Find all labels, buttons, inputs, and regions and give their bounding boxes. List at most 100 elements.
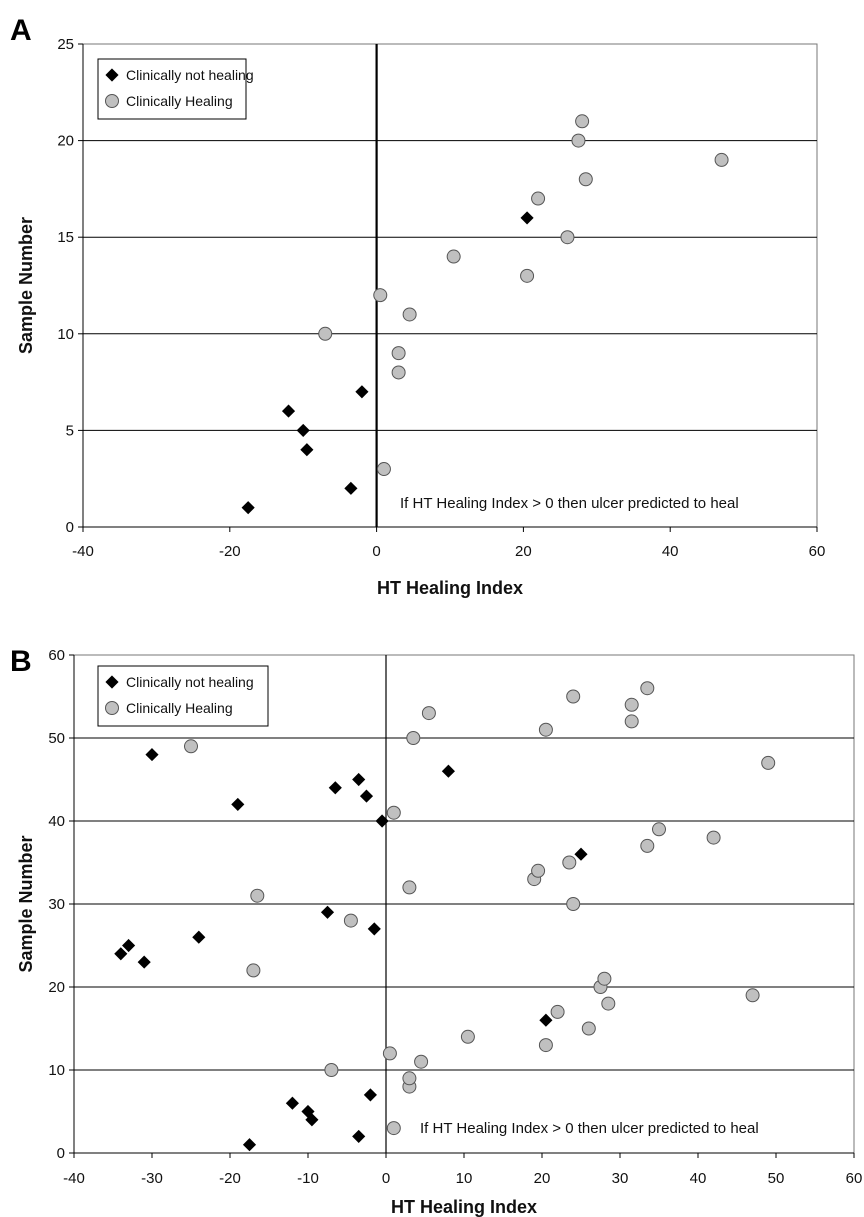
- data-point: [352, 772, 366, 787]
- data-point: [574, 847, 588, 861]
- y-tick-label: 50: [48, 730, 65, 747]
- data-point: [318, 326, 333, 341]
- data-point: [359, 789, 374, 803]
- data-point: [114, 947, 128, 961]
- legend-marker: [105, 701, 119, 715]
- data-point: [328, 781, 342, 795]
- x-tick-label: 50: [768, 1170, 785, 1187]
- legend: Clinically not healing Clinically Healing: [97, 665, 269, 727]
- panel-letter: B: [10, 645, 32, 678]
- x-tick-label: -20: [219, 543, 241, 560]
- data-point: [562, 855, 577, 870]
- y-tick-label: 10: [48, 1062, 65, 1079]
- x-tick-label: 0: [382, 1170, 390, 1187]
- data-point: [640, 681, 655, 696]
- annotation: If HT Healing Index > 0 then ulcer predi…: [420, 1120, 759, 1137]
- data-point: [296, 423, 310, 437]
- data-point: [301, 1104, 315, 1119]
- y-axis-title: Sample Number: [16, 217, 36, 354]
- data-point: [391, 365, 406, 380]
- data-point: [520, 268, 535, 283]
- legend-marker: [105, 675, 119, 689]
- data-point: [192, 930, 206, 944]
- x-tick-label: 40: [690, 1170, 707, 1187]
- data-point: [745, 988, 760, 1003]
- data-point: [624, 697, 639, 712]
- data-point: [575, 114, 590, 129]
- plot-area: [82, 43, 818, 528]
- data-point: [652, 822, 666, 837]
- data-point: [246, 963, 261, 978]
- data-point: [250, 888, 265, 903]
- data-point: [446, 249, 461, 264]
- data-point: [571, 133, 586, 148]
- data-point: [122, 938, 136, 953]
- data-point: [624, 714, 639, 729]
- data-point: [531, 191, 546, 206]
- annotation: If HT Healing Index > 0 then ulcer predi…: [400, 495, 739, 512]
- legend-label: Clinically not healing: [126, 67, 254, 83]
- x-tick-label: -40: [72, 543, 94, 560]
- x-tick-label: 40: [662, 543, 679, 560]
- data-point: [640, 838, 655, 853]
- data-point: [560, 230, 575, 245]
- x-tick-label: 20: [534, 1170, 551, 1187]
- data-point: [242, 1138, 257, 1152]
- x-axis-title: HT Healing Index: [391, 1197, 537, 1217]
- series-not-healing: [241, 211, 534, 515]
- data-point: [402, 1071, 417, 1086]
- x-tick-label: -20: [219, 1170, 241, 1187]
- data-point: [520, 211, 534, 225]
- x-tick-label: 30: [612, 1170, 629, 1187]
- data-point: [566, 689, 581, 704]
- data-point: [231, 797, 245, 811]
- y-tick-label: 0: [66, 519, 74, 536]
- data-point: [300, 443, 314, 457]
- data-point: [373, 288, 388, 303]
- data-point: [184, 739, 198, 754]
- y-tick-label: 25: [57, 36, 74, 53]
- data-point: [597, 971, 612, 986]
- data-point: [241, 501, 255, 515]
- data-point: [706, 830, 721, 845]
- chart-panel-a: A 0 5 10 15 20 25 -40 -20 0 20 40 60 HT Healing Index…: [10, 14, 825, 598]
- legend-marker: [105, 68, 119, 82]
- chart-panel-b: B 0 10 20 30 40 50 60 -40 -30 -20 -10 0 10 20 30 40 50 60 H…: [10, 645, 862, 1217]
- legend-label: Clinically Healing: [126, 93, 233, 109]
- y-axis-title: Sample Number: [16, 835, 36, 972]
- legend-label: Clinically not healing: [126, 674, 254, 690]
- data-point: [386, 805, 401, 820]
- series-healing: [184, 681, 776, 1136]
- y-tick-label: 15: [57, 229, 74, 246]
- data-point: [320, 905, 335, 919]
- data-point: [402, 307, 417, 322]
- data-point: [344, 481, 358, 495]
- data-point: [391, 346, 406, 361]
- y-tick-label: 60: [48, 647, 65, 664]
- panel-letter: A: [10, 14, 32, 47]
- data-point: [376, 462, 391, 477]
- data-point: [285, 1096, 299, 1110]
- data-point: [441, 764, 455, 778]
- data-point: [531, 863, 546, 878]
- legend-box: [97, 665, 269, 727]
- x-tick-label: 20: [515, 543, 532, 560]
- legend-label: Clinically Healing: [126, 700, 233, 716]
- legend: Clinically not healing Clinically Healing: [97, 58, 254, 120]
- data-point: [281, 404, 296, 418]
- data-point: [137, 955, 151, 969]
- x-tick-label: -10: [297, 1170, 319, 1187]
- x-tick-label: 10: [456, 1170, 473, 1187]
- legend-marker: [105, 94, 119, 108]
- data-point: [539, 1013, 553, 1027]
- data-point: [355, 385, 369, 399]
- data-point: [538, 722, 553, 737]
- legend-box: [97, 58, 247, 120]
- series-healing: [318, 114, 729, 477]
- x-tick-label: 60: [809, 543, 826, 560]
- y-tick-label: 30: [48, 896, 65, 913]
- y-tick-label: 20: [48, 979, 65, 996]
- series-not-healing: [114, 748, 588, 1152]
- data-point: [402, 880, 417, 895]
